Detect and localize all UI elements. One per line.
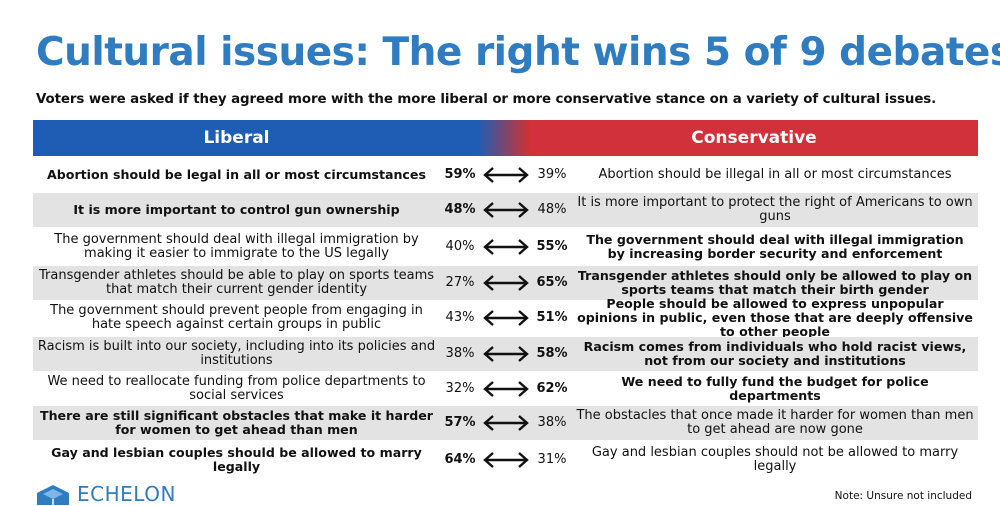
double-arrow-icon [480,230,532,264]
liberal-percent: 57% [444,415,476,430]
conservative-stance: The government should deal with illegal … [586,232,964,261]
liberal-stance: There are still significant obstacles th… [39,408,434,437]
liberal-percent: 27% [445,275,475,290]
liberal-stance: It is more important to control gun owne… [73,202,400,217]
table-row: There are still significant obstacles th… [33,406,978,440]
table-row: The government should prevent people fro… [33,296,978,339]
table-row: The government should deal with illegal … [33,230,978,264]
liberal-percent: 64% [444,452,476,467]
double-arrow-icon [480,193,532,227]
conservative-percent: 58% [536,346,568,361]
liberal-percent: 48% [444,202,476,217]
chart-title: Cultural issues: The right wins 5 of 9 d… [36,30,1000,75]
liberal-stance: Transgender athletes should be able to p… [38,268,434,297]
logo-text: ECHELON [77,482,176,506]
double-arrow-icon [480,443,532,477]
echelon-logo: ECHELON [35,482,176,506]
liberal-stance: The government should deal with illegal … [54,232,419,261]
liberal-percent: 38% [445,346,475,361]
table-row: It is more important to control gun owne… [33,193,978,227]
table-row: Gay and lesbian couples should be allowe… [33,443,978,477]
chart-subtitle: Voters were asked if they agreed more wi… [36,92,937,107]
liberal-percent: 40% [445,239,475,254]
double-arrow-icon [480,406,532,440]
liberal-stance: The government should prevent people fro… [50,303,423,332]
table-row: Transgender athletes should be able to p… [33,266,978,300]
double-arrow-icon [480,158,532,192]
table-row: Racism is built into our society, includ… [33,337,978,371]
conservative-percent: 48% [537,202,567,217]
conservative-stance: People should be allowed to express unpo… [577,296,973,339]
double-arrow-icon [480,266,532,300]
conservative-percent: 65% [536,275,568,290]
conservative-percent: 38% [537,415,567,430]
header-gradient-band [478,120,530,156]
conservative-stance: The obstacles that once made it harder f… [576,408,974,437]
table-row: We need to reallocate funding from polic… [33,372,978,406]
conservative-stance: Gay and lesbian couples should not be al… [591,445,959,474]
liberal-header: Liberal [33,120,440,156]
footnote: Note: Unsure not included [834,490,972,502]
liberal-stance: Gay and lesbian couples should be allowe… [51,445,422,474]
liberal-stance: We need to reallocate funding from polic… [47,374,426,403]
conservative-header: Conservative [530,120,978,156]
conservative-stance: Abortion should be illegal in all or mos… [598,167,952,182]
double-arrow-icon [480,337,532,371]
liberal-percent: 43% [445,310,475,325]
conservative-stance: We need to fully fund the budget for pol… [621,374,929,403]
liberal-stance: Abortion should be legal in all or most … [47,167,426,182]
hexagon-logo-icon [37,485,69,505]
conservative-stance: It is more important to protect the righ… [577,195,973,224]
conservative-stance: Transgender athletes should only be allo… [577,268,973,297]
conservative-percent: 62% [536,381,568,396]
double-arrow-icon [480,301,532,335]
conservative-percent: 31% [537,452,567,467]
conservative-percent: 39% [537,167,567,182]
table-row: Abortion should be legal in all or most … [33,158,978,192]
conservative-stance: Racism comes from individuals who hold r… [583,339,967,368]
conservative-percent: 55% [536,239,568,254]
liberal-stance: Racism is built into our society, includ… [37,339,436,368]
double-arrow-icon [480,372,532,406]
liberal-percent: 32% [445,381,475,396]
liberal-percent: 59% [444,167,476,182]
conservative-percent: 51% [536,310,568,325]
liberal-header-pct-band [440,120,478,156]
